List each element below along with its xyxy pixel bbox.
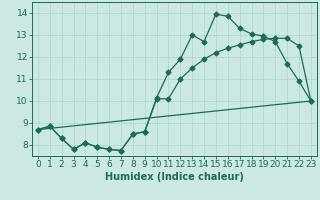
X-axis label: Humidex (Indice chaleur): Humidex (Indice chaleur) <box>105 172 244 182</box>
